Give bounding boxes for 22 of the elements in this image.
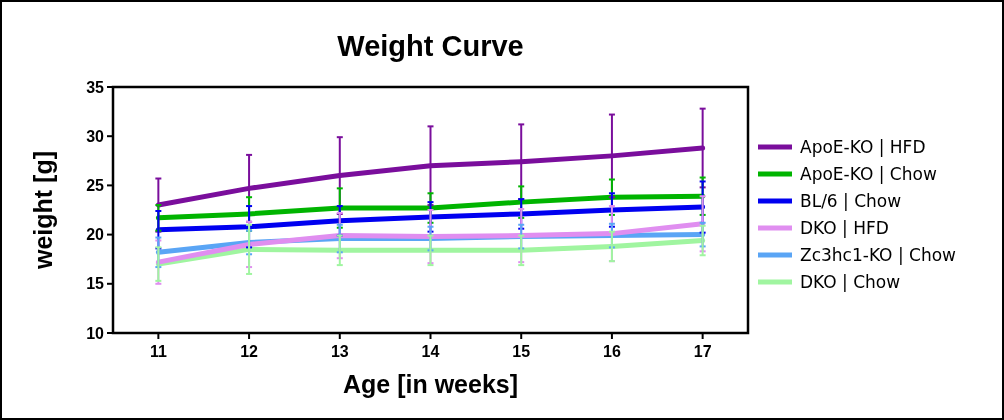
legend-label: DKO | HFD (800, 217, 889, 238)
chart-title: Weight Curve (337, 30, 524, 62)
legend-label: BL/6 | Chow (800, 190, 902, 211)
x-tick-label: 17 (693, 343, 712, 360)
y-tick-label: 10 (86, 324, 105, 342)
x-tick-label: 14 (421, 343, 440, 360)
x-axis-title: Age [in weeks] (342, 370, 519, 398)
y-tick-label: 35 (86, 78, 105, 96)
y-axis-title: weight [g] (29, 150, 57, 271)
legend-label: DKO | Chow (800, 271, 901, 292)
x-tick-label: 12 (240, 343, 259, 360)
x-tick-label: 16 (603, 343, 621, 360)
y-tick-label: 15 (86, 275, 105, 293)
x-tick-label: 15 (512, 343, 531, 360)
y-tick-label: 20 (86, 226, 105, 244)
x-tick-label: 13 (330, 343, 349, 360)
y-tick-label: 30 (86, 127, 105, 145)
legend-label: ApoE-KO | HFD (800, 136, 926, 157)
legend-label: ApoE-KO | Chow (800, 163, 937, 184)
legend-label: Zc3hc1-KO | Chow (800, 244, 957, 265)
x-tick-label: 11 (149, 343, 167, 360)
y-tick-label: 25 (86, 177, 105, 194)
